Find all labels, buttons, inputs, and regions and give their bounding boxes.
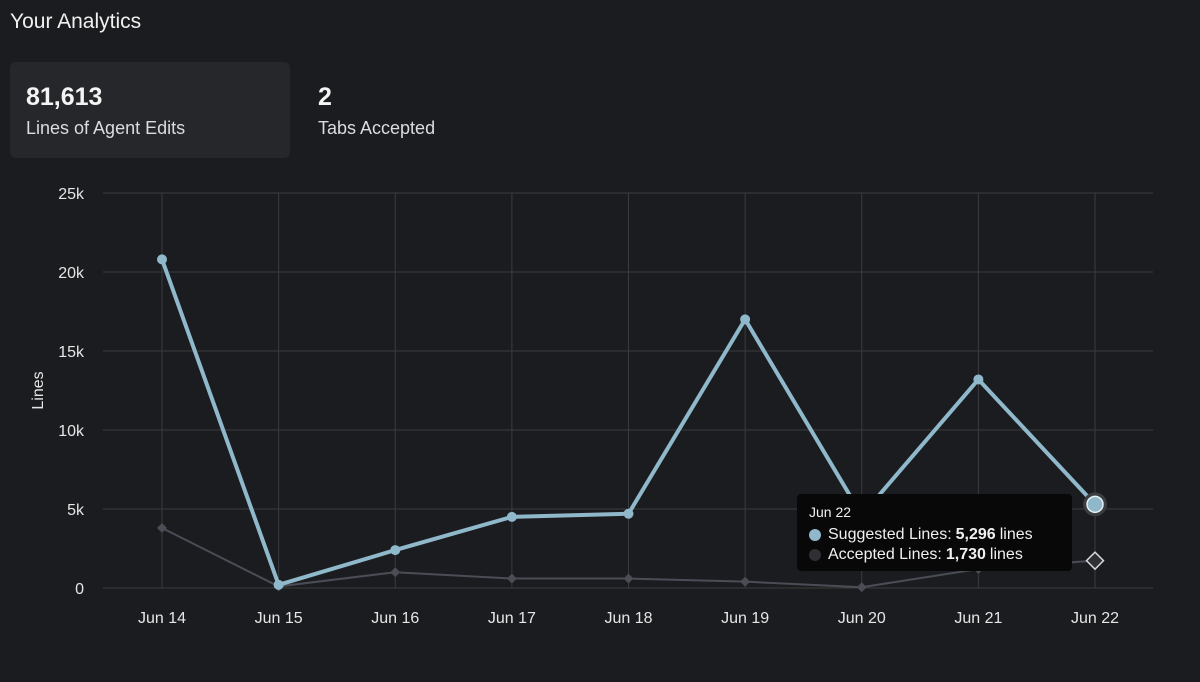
point-suggested bbox=[506, 511, 517, 522]
y-tick-label: 0 bbox=[75, 581, 84, 598]
tooltip-label-accepted: Accepted Lines: bbox=[828, 546, 942, 563]
tooltip-value-suggested: 5,296 bbox=[955, 526, 996, 543]
x-tick-label: Jun 14 bbox=[138, 610, 186, 627]
stat-card-agent-edits[interactable]: 81,613 Lines of Agent Edits bbox=[10, 62, 290, 158]
stat-card-tabs-accepted[interactable]: 2 Tabs Accepted bbox=[302, 62, 562, 158]
y-axis-label: Lines bbox=[30, 371, 47, 409]
point-suggested bbox=[157, 254, 167, 265]
x-tick-label: Jun 19 bbox=[721, 610, 769, 627]
x-tick-label: Jun 21 bbox=[954, 610, 1002, 627]
x-tick-label: Jun 15 bbox=[255, 610, 303, 627]
tooltip-date: Jun 22 bbox=[809, 504, 852, 520]
chart-tooltip: Jun 22 Suggested Lines: 5,296 lines Acce… bbox=[797, 494, 1072, 571]
suggested-swatch-icon bbox=[809, 529, 821, 541]
point-accepted bbox=[856, 582, 867, 593]
tooltip-unit-suggested: lines bbox=[999, 526, 1033, 543]
point-suggested bbox=[273, 579, 284, 590]
y-tick-label: 15k bbox=[58, 344, 85, 361]
y-tick-label: 25k bbox=[58, 186, 85, 203]
stat-value-tabs-accepted: 2 bbox=[318, 83, 332, 111]
accepted-swatch-icon bbox=[809, 549, 821, 561]
point-accepted bbox=[157, 523, 167, 533]
point-accepted-active bbox=[1085, 551, 1105, 571]
tooltip-label-suggested: Suggested Lines: bbox=[828, 526, 952, 543]
stat-value-agent-edits: 81,613 bbox=[26, 83, 103, 111]
tooltip-unit-accepted: lines bbox=[989, 546, 1023, 563]
point-accepted bbox=[623, 573, 634, 584]
point-suggested bbox=[623, 508, 634, 519]
point-accepted bbox=[390, 567, 401, 578]
y-tick-label: 10k bbox=[58, 423, 85, 440]
tooltip-value-accepted: 1,730 bbox=[945, 546, 986, 563]
point-suggested bbox=[973, 374, 984, 385]
x-tick-label: Jun 20 bbox=[838, 610, 886, 627]
tooltip-row-suggested: Suggested Lines: 5,296 lines bbox=[809, 525, 1060, 545]
point-suggested bbox=[740, 314, 751, 325]
tooltip-row-accepted: Accepted Lines: 1,730 lines bbox=[809, 545, 1060, 565]
line-chart[interactable]: 0 5k 10k 15k 20k 25k Jun 14 Jun 15 Jun 16 Jun 17 J… bbox=[0, 175, 1200, 655]
x-tick-label: Jun 22 bbox=[1071, 610, 1119, 627]
point-accepted bbox=[506, 573, 517, 584]
stat-label-agent-edits: Lines of Agent Edits bbox=[26, 118, 186, 138]
point-suggested bbox=[390, 545, 401, 556]
x-tick-label: Jun 16 bbox=[371, 610, 419, 627]
page-title: Your Analytics bbox=[10, 10, 142, 33]
stat-label-tabs-accepted: Tabs Accepted bbox=[318, 118, 436, 138]
y-tick-label: 20k bbox=[58, 265, 85, 282]
point-accepted bbox=[740, 576, 751, 587]
point-suggested-active bbox=[1086, 495, 1104, 514]
y-tick-label: 5k bbox=[67, 502, 85, 519]
x-tick-label: Jun 18 bbox=[604, 610, 652, 627]
x-tick-label: Jun 17 bbox=[488, 610, 536, 627]
